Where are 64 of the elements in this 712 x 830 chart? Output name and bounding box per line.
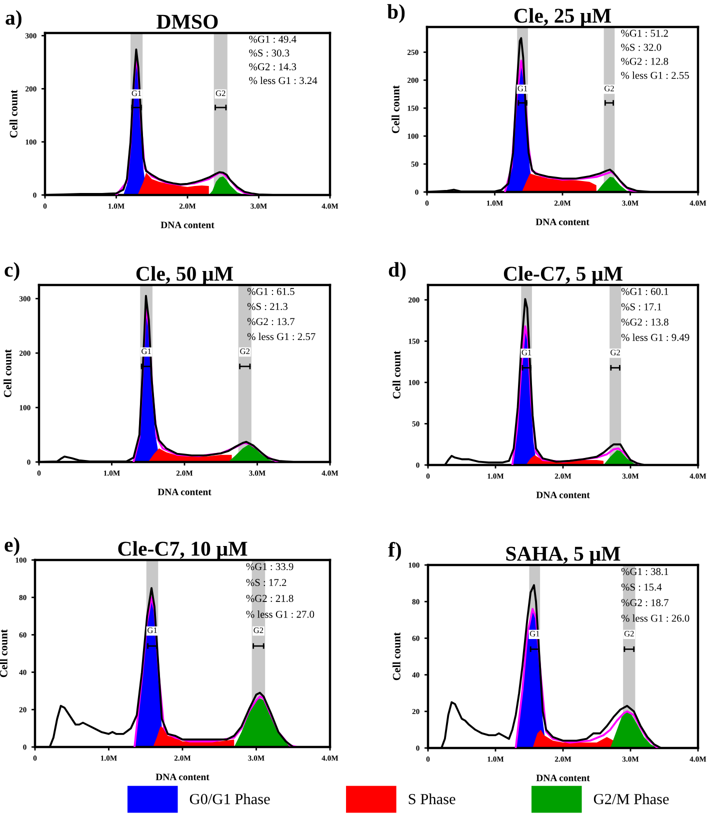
y-axis-title: Cell count — [392, 632, 400, 680]
annotation: % less G1 : 9.49 — [621, 334, 690, 341]
chart-title: DMSO — [156, 14, 218, 29]
y-axis-title: Cell count — [4, 349, 12, 398]
annotation: %S : 21.3 — [247, 303, 288, 310]
y-axis-title: Cell count — [392, 85, 400, 134]
annotation: %G1 : 61.5 — [247, 288, 294, 296]
annotation: %S : 32.0 — [621, 44, 662, 51]
annotation: %G1 : 49.4 — [249, 36, 296, 43]
annotation: % less G1 : 26.0 — [621, 614, 690, 622]
chart-title: Cle, 50 µM — [136, 266, 233, 285]
legend-label: G2/M Phase — [594, 793, 669, 804]
annotation: %G1 : 60.1 — [621, 288, 668, 296]
annotation: %G1 : 51.2 — [621, 30, 668, 37]
band-label: G1 — [148, 628, 157, 634]
band-label: G2 — [240, 348, 250, 354]
annotation: % less G1 : 2.55 — [621, 72, 689, 79]
chart-title: Cle, 25 µM — [514, 8, 611, 27]
band-label: G2 — [610, 350, 620, 356]
text: e) — [4, 537, 20, 556]
x-axis-title: DNA content — [536, 218, 590, 226]
band-label: G1 — [142, 348, 151, 354]
band-label: G2 — [604, 86, 614, 92]
text: f) — [388, 542, 401, 561]
band-label: G2 — [624, 630, 634, 637]
band-label: G1 — [522, 350, 532, 356]
chart-title: Cle-C7, 5 µM — [504, 266, 622, 285]
x-axis-title: DNA content — [160, 222, 214, 228]
band-label: G1 — [530, 630, 540, 637]
band-label: G1 — [132, 90, 142, 96]
annotation: %G2 : 13.8 — [621, 318, 668, 326]
annotation: %S : 17.1 — [621, 303, 662, 310]
x-axis-title: DNA content — [536, 774, 590, 782]
x-axis-title: DNA content — [536, 492, 590, 498]
annotation: %G1 : 38.1 — [621, 568, 668, 576]
annotation: %S : 15.4 — [621, 584, 662, 591]
annotation: %G2 : 21.8 — [246, 594, 294, 602]
chart-title: Cle-C7, 10 µM — [118, 541, 248, 560]
annotation: %G2 : 14.3 — [249, 63, 296, 70]
y-axis-title: Cell count — [10, 90, 18, 138]
legend-label: S Phase — [408, 793, 456, 804]
text: a) — [6, 10, 22, 29]
y-axis-title: Cell count — [0, 629, 8, 678]
annotation: %G1 : 33.9 — [246, 563, 294, 570]
annotation: %G2 : 18.7 — [621, 599, 668, 606]
band-label: G1 — [518, 86, 528, 92]
band-label: G2 — [216, 90, 226, 96]
text: d) — [388, 262, 406, 281]
annotation: % less G1 : 27.0 — [246, 610, 314, 618]
chart-title: SAHA, 5 µM — [506, 546, 620, 565]
text: c) — [4, 262, 20, 281]
x-axis-title: DNA content — [156, 774, 210, 780]
text: b) — [387, 4, 405, 23]
line-series — [134, 596, 298, 747]
annotation: %S : 17.2 — [246, 579, 286, 586]
band-label: G2 — [254, 628, 264, 634]
annotation: %G2 : 13.7 — [247, 318, 295, 326]
annotation: %S : 30.3 — [249, 50, 290, 57]
annotation: %G2 : 12.8 — [621, 58, 668, 65]
annotation: % less G1 : 2.57 — [247, 332, 316, 340]
legend-label: G0/G1 Phase — [190, 793, 270, 804]
y-axis-title: Cell count — [392, 350, 400, 399]
annotation: % less G1 : 3.24 — [249, 76, 318, 84]
x-axis-title: DNA content — [158, 488, 212, 496]
